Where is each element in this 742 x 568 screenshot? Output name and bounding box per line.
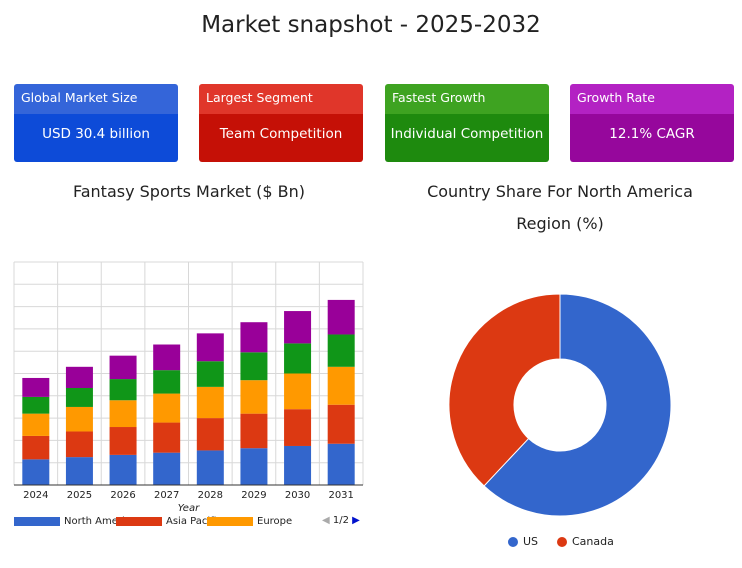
legend-item-europe: Europe — [207, 516, 292, 527]
bar-segment — [327, 299, 355, 335]
bar-segment — [196, 418, 224, 451]
legend-swatch — [116, 517, 162, 526]
bar-segment — [284, 409, 312, 446]
legend-dot — [557, 536, 567, 547]
bar-segment — [240, 322, 268, 353]
x-tick-label: 2028 — [198, 490, 223, 501]
bar-segment — [22, 413, 50, 436]
card-value: USD 30.4 billion — [14, 114, 178, 162]
card-fastest-growth: Fastest Growth Individual Competition — [385, 84, 549, 162]
legend-label: North America — [64, 516, 137, 527]
bar-segment — [196, 386, 224, 419]
bar-segment — [284, 445, 312, 485]
card-label: Fastest Growth — [385, 84, 549, 114]
bar-segment — [153, 452, 181, 485]
bar-segment — [109, 427, 137, 455]
card-value: Individual Competition — [385, 114, 549, 162]
bar-segment — [284, 311, 312, 344]
x-tick-label: 2030 — [285, 490, 310, 501]
prev-page-icon[interactable]: ◀ — [322, 515, 330, 526]
card-label: Largest Segment — [199, 84, 363, 114]
legend-label: Asia Pacific — [166, 516, 222, 527]
x-axis-label: Year — [178, 503, 200, 514]
bar-segment — [22, 435, 50, 460]
card-value: Team Competition — [199, 114, 363, 162]
bar-segment — [22, 396, 50, 414]
legend-label: Europe — [257, 516, 293, 527]
bar-segment — [65, 457, 93, 485]
donut-slice-us — [483, 293, 672, 517]
bar-segment — [153, 370, 181, 394]
legend-pager: ◀ 1/2 ▶ — [322, 515, 360, 526]
legend-label: Canada — [572, 535, 614, 548]
card-label: Global Market Size — [14, 84, 178, 114]
bar-segment — [153, 344, 181, 371]
donut-legend-item-canada: Canada — [557, 535, 614, 548]
x-tick-label: 2031 — [328, 490, 353, 501]
bar-segment — [327, 334, 355, 367]
legend-swatch — [207, 517, 253, 526]
x-tick-label: 2024 — [23, 490, 48, 501]
bar-segment — [153, 393, 181, 423]
legend-item-north-america: North America — [14, 516, 136, 527]
bar-segment — [65, 431, 93, 458]
x-tick-label: 2027 — [154, 490, 179, 501]
bar-segment — [240, 380, 268, 414]
bar-segment — [284, 373, 312, 410]
bar-segment — [196, 450, 224, 485]
bar-segment — [109, 379, 137, 401]
donut-chart-title: Country Share For North America Region (… — [427, 182, 693, 233]
bar-segment — [284, 343, 312, 374]
x-tick-label: 2029 — [241, 490, 266, 501]
legend-page-indicator: 1/2 — [332, 515, 349, 526]
bar-segment — [327, 366, 355, 405]
bar-segment — [109, 454, 137, 485]
x-tick-label: 2025 — [67, 490, 92, 501]
bar-segment — [109, 400, 137, 428]
donut-legend-item-us: US — [508, 535, 538, 548]
card-largest-segment: Largest Segment Team Competition — [199, 84, 363, 162]
bar-segment — [240, 413, 268, 449]
x-tick-label: 2026 — [110, 490, 135, 501]
bar-segment — [109, 355, 137, 380]
bar-segment — [153, 422, 181, 453]
bar-segment — [196, 333, 224, 362]
page-title: Market snapshot - 2025-2032 — [201, 12, 541, 38]
bar-segment — [22, 459, 50, 485]
card-growth-rate: Growth Rate 12.1% CAGR — [570, 84, 734, 162]
bar-segment — [65, 387, 93, 407]
bar-segment — [327, 443, 355, 485]
bar-segment — [196, 361, 224, 387]
bar-segment — [240, 448, 268, 485]
card-value: 12.1% CAGR — [570, 114, 734, 162]
legend-label: US — [523, 535, 539, 548]
bar-segment — [327, 404, 355, 444]
card-label: Growth Rate — [570, 84, 734, 114]
bar-segment — [240, 352, 268, 381]
next-page-icon[interactable]: ▶ — [352, 515, 360, 526]
legend-swatch — [14, 517, 60, 526]
bar-segment — [22, 377, 50, 397]
donut-slice-canada — [448, 293, 561, 487]
legend-dot — [508, 536, 518, 547]
legend-item-asia-pacific: Asia Pacific — [116, 516, 222, 527]
bar-segment — [65, 366, 93, 388]
bar-segment — [65, 406, 93, 432]
card-global-market-size: Global Market Size USD 30.4 billion — [14, 84, 178, 162]
bar-chart-title: Fantasy Sports Market ($ Bn) — [73, 182, 305, 201]
